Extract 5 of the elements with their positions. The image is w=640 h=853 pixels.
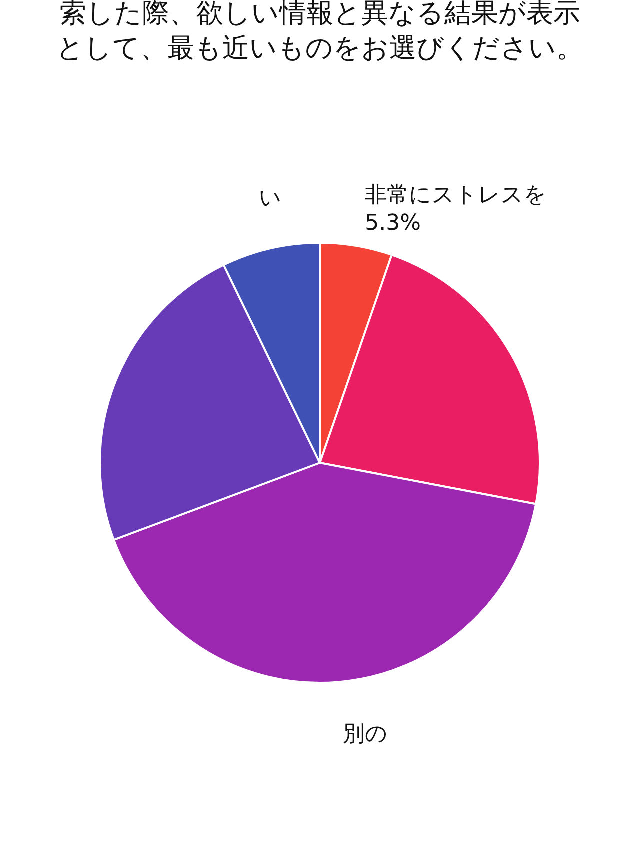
slice-label: い <box>259 186 282 211</box>
chart-subtitle: として、最も近いものをお選びください。 <box>56 33 584 64</box>
slice-label: 別の <box>343 722 388 748</box>
data-label: 5.3% <box>365 210 421 236</box>
slice-label: 非常にストレスを <box>365 182 548 208</box>
